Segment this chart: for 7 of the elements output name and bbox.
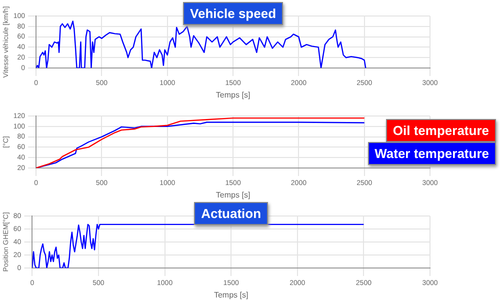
x-axis-title: Temps [s] bbox=[216, 190, 250, 200]
chart-title: Actuation bbox=[194, 202, 268, 225]
text: Oil temperature bbox=[386, 119, 496, 142]
chart-title: Vehicle speed bbox=[183, 2, 284, 25]
x-axis-title: Temps [s] bbox=[216, 90, 250, 100]
x-axis-title: Temps [s] bbox=[214, 290, 248, 300]
series-label: Water temperature bbox=[368, 142, 496, 165]
